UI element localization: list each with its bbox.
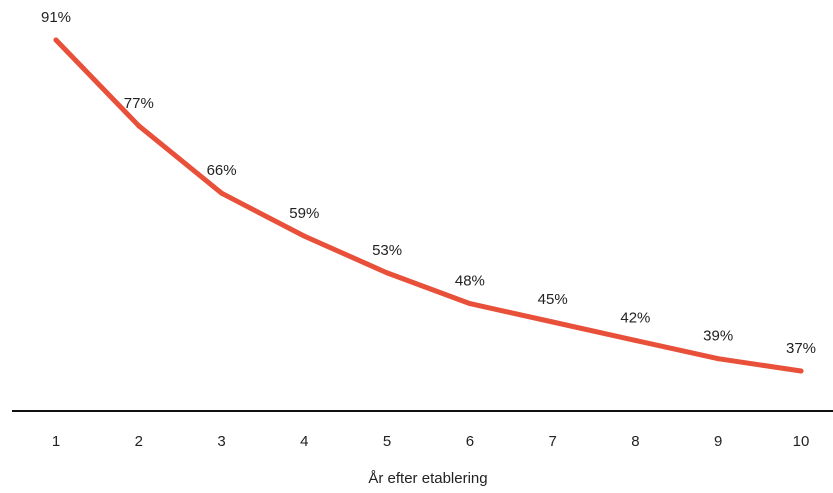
x-tick-label: 5 [383,433,391,450]
data-label: 59% [289,205,319,222]
x-tick-label-layer: 1 2 3 4 5 6 7 8 9 10 [52,433,810,450]
series-layer [53,37,804,374]
series-line [53,37,804,374]
x-tick-label: 6 [466,433,474,450]
data-point [798,368,804,374]
data-label: 37% [786,340,816,357]
data-label: 45% [538,291,568,308]
x-tick-label: 1 [52,433,60,450]
data-label: 91% [41,9,71,26]
data-label: 39% [703,328,733,345]
x-tick-label: 3 [217,433,225,450]
x-tick-label: 8 [631,433,639,450]
data-point [467,301,473,307]
data-label: 66% [207,162,237,179]
data-point [715,356,721,362]
x-tick-label: 4 [300,433,308,450]
x-axis-title: År efter etablering [368,470,487,487]
data-point [53,37,59,43]
data-label: 42% [620,309,650,326]
data-label: 48% [455,273,485,290]
data-point [384,270,390,276]
x-tick-label: 10 [793,433,810,450]
data-label: 53% [372,242,402,259]
x-tick-label: 2 [135,433,143,450]
data-point [301,233,307,239]
data-label-layer: 91% 77% 66% 59% 53% 48% 45% 42% 39% 37% [41,9,816,357]
x-tick-label: 9 [714,433,722,450]
data-point [219,190,225,196]
data-point [550,319,556,325]
data-point [136,123,142,129]
data-label: 77% [124,95,154,112]
x-tick-label: 7 [549,433,557,450]
data-point [632,337,638,343]
